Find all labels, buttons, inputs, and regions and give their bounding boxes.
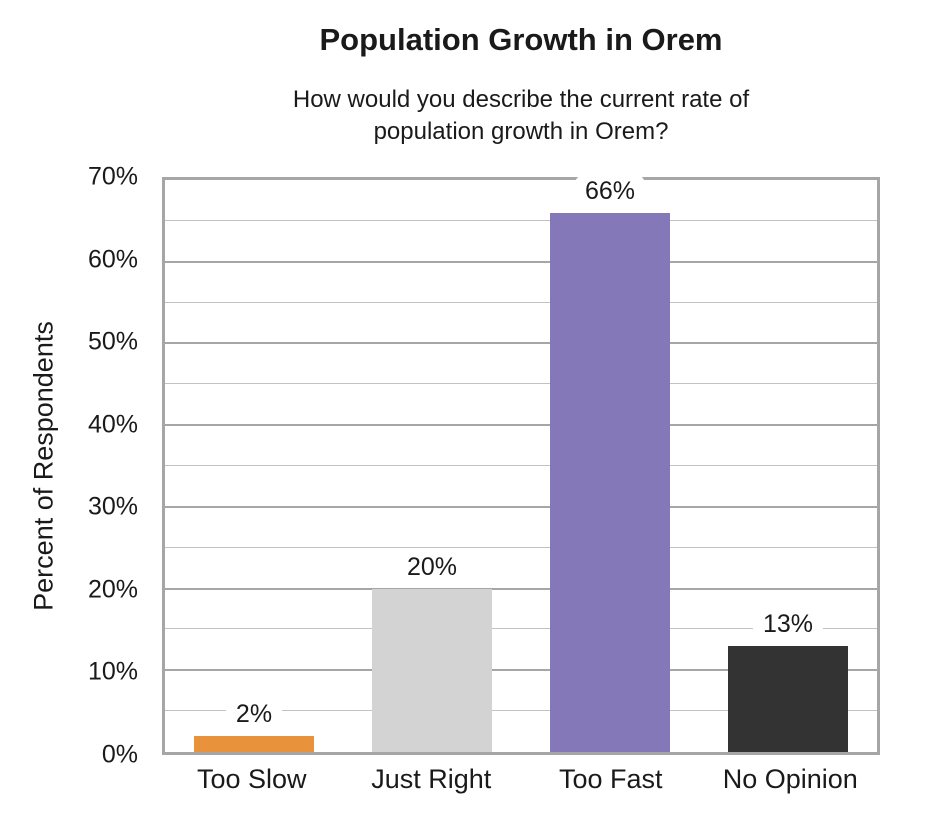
- y-axis-tick-labels: 0% 10% 20% 30% 40% 50% 60% 70%: [20, 163, 148, 769]
- major-gridline: [165, 505, 877, 508]
- minor-gridline: [165, 219, 877, 221]
- major-gridline: [165, 342, 877, 345]
- value-label: 2%: [225, 697, 283, 730]
- gridlines: [165, 180, 877, 752]
- value-label: 13%: [752, 607, 824, 640]
- bars: 2% 20% 66% 13%: [165, 174, 877, 752]
- chart-title: Population Growth in Orem: [319, 22, 723, 57]
- x-category-label: Too Fast: [558, 764, 663, 794]
- major-gridline: [165, 669, 877, 672]
- bar-just-right: [372, 588, 492, 752]
- minor-gridline: [165, 546, 877, 548]
- y-tick-label: 60%: [87, 245, 138, 274]
- minor-gridline: [165, 710, 877, 712]
- bar-slot: 66%: [521, 174, 699, 752]
- x-category-label: Too Slow: [196, 764, 307, 794]
- bar-slot: 20%: [343, 180, 521, 752]
- y-tick-label: 10%: [87, 657, 138, 686]
- bar-too-slow: [194, 735, 314, 752]
- x-category-label: Just Right: [371, 764, 492, 794]
- minor-gridline: [165, 383, 877, 385]
- y-tick-label: 50%: [87, 327, 138, 356]
- major-gridline: [165, 424, 877, 427]
- minor-gridline: [165, 628, 877, 630]
- minor-gridline: [165, 301, 877, 303]
- x-axis-category-labels: Too Slow Just Right Too Fast No Opinion: [162, 764, 880, 795]
- y-tick-label: 30%: [87, 492, 138, 521]
- bar-slot: 2%: [165, 180, 343, 752]
- bar-no-opinion: [728, 645, 848, 752]
- minor-gridline: [165, 465, 877, 466]
- major-gridline: [165, 260, 877, 263]
- subtitle-line: How would you describe the current rate …: [292, 86, 750, 113]
- y-tick-label: 20%: [87, 575, 138, 604]
- x-category-label: No Opinion: [722, 764, 858, 794]
- plot-area: 2% 20% 66% 13%: [162, 174, 880, 755]
- bar-slot: 13%: [699, 180, 877, 752]
- value-label: 66%: [574, 174, 646, 207]
- y-tick-label: 70%: [87, 162, 138, 191]
- chart-subtitle: How would you describe the current rate …: [162, 84, 880, 148]
- subtitle-line: population growth in Orem?: [373, 118, 669, 145]
- value-label: 20%: [396, 550, 468, 583]
- y-tick-label: 40%: [87, 410, 138, 439]
- bar-too-fast: [550, 212, 670, 752]
- y-tick-label: 0%: [101, 740, 138, 769]
- major-gridline: [165, 587, 877, 590]
